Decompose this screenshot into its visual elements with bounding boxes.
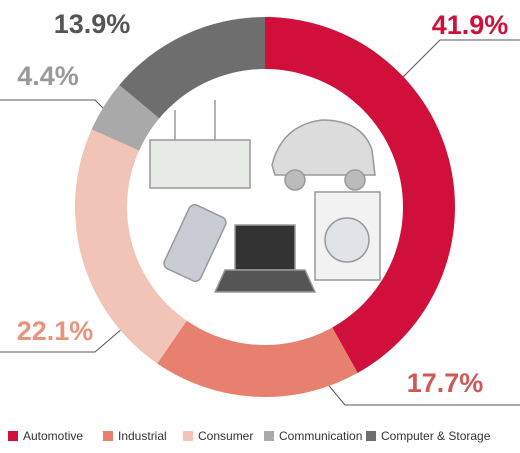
legend-label: Computer & Storage — [381, 429, 491, 443]
legend-swatch — [264, 431, 274, 441]
laptop-icon — [213, 269, 317, 293]
leader-line — [0, 321, 131, 353]
legend-swatch — [8, 431, 18, 441]
value-label: 17.7% — [407, 368, 484, 398]
washer-icon — [324, 217, 370, 263]
car-icon — [344, 169, 366, 191]
legend: Automotive Industrial Consumer Communicatio… — [8, 429, 491, 443]
legend-label: Communication — [279, 429, 362, 443]
legend-swatch — [366, 431, 376, 441]
center-illustration — [149, 100, 381, 293]
legend-label: Consumer — [198, 429, 253, 443]
tower-icon — [149, 139, 251, 189]
legend-label: Automotive — [23, 429, 83, 443]
legend-swatch — [103, 431, 113, 441]
value-label: 41.9% — [432, 10, 509, 40]
legend-swatch — [183, 431, 193, 441]
car-icon — [271, 119, 376, 176]
value-labels: 41.9% 17.7% 22.1% 4.4% 13.9% — [17, 9, 509, 398]
value-label: 4.4% — [17, 61, 79, 91]
value-label: 13.9% — [54, 9, 131, 39]
leader-line — [387, 39, 520, 93]
phone-icon — [163, 204, 227, 282]
value-label: 22.1% — [17, 316, 94, 346]
legend-label: Industrial — [118, 429, 167, 443]
laptop-icon — [234, 224, 296, 271]
car-icon — [284, 169, 306, 191]
